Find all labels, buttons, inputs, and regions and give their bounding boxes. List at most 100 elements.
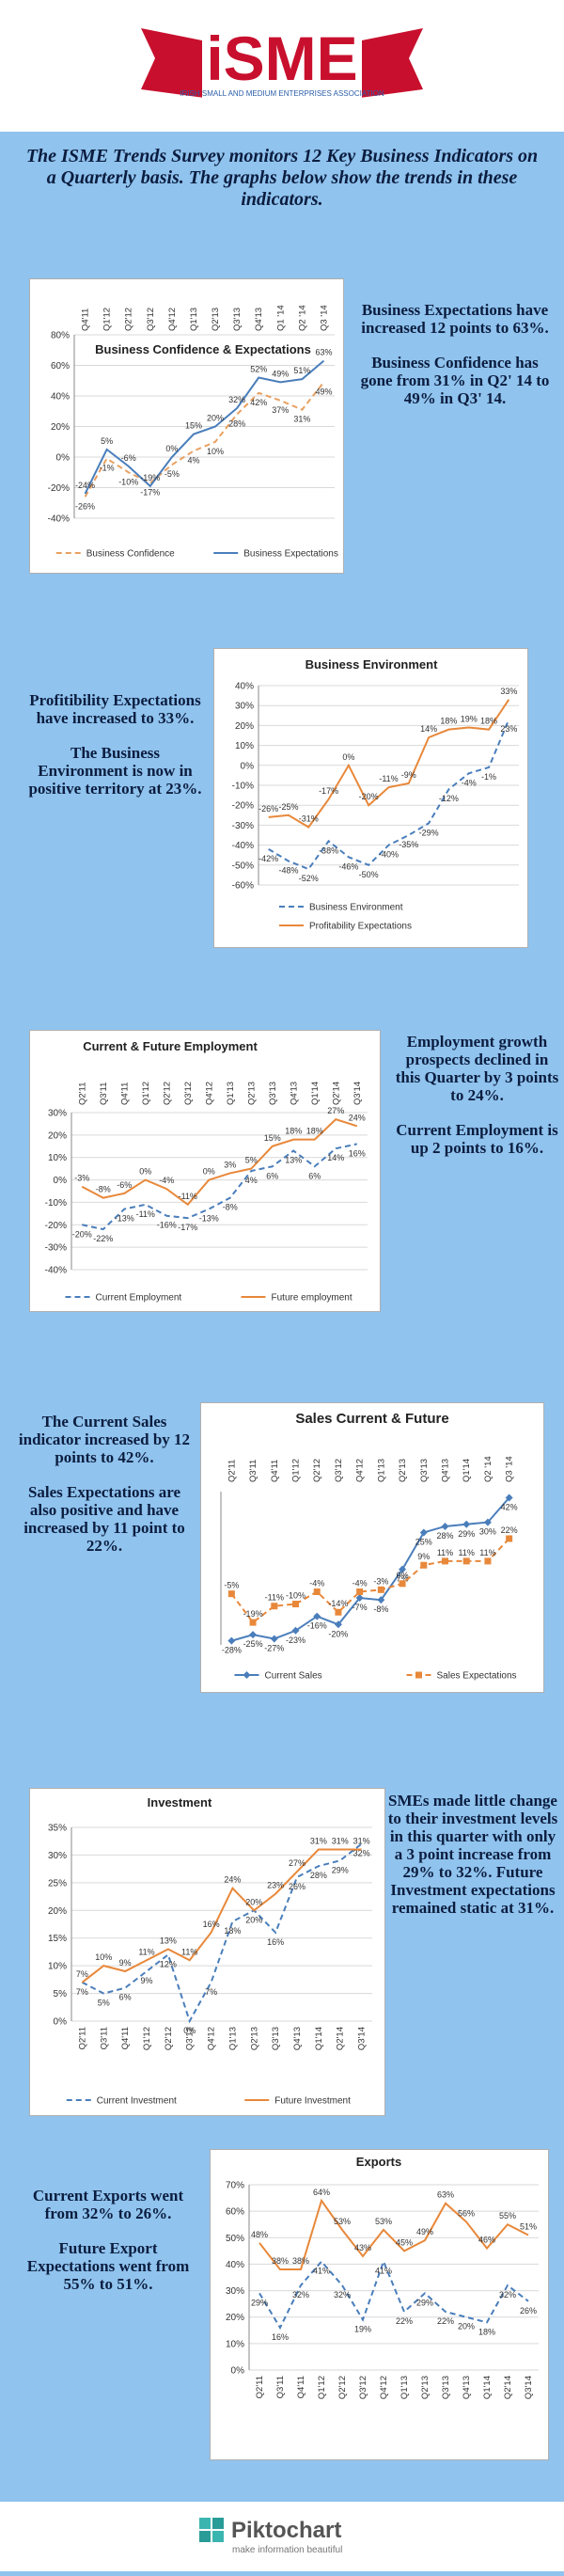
y-tick-label: -20% xyxy=(45,1221,67,1231)
data-label: -5% xyxy=(224,1581,239,1590)
series-line xyxy=(82,1143,357,1231)
data-label: 41% xyxy=(375,2267,392,2276)
series-line xyxy=(230,1538,510,1624)
legend-label: Current Sales xyxy=(265,1671,322,1682)
x-tick-label: Q1'13 xyxy=(400,2376,410,2399)
x-tick-label: Q2'12 xyxy=(124,308,134,331)
point xyxy=(335,1608,342,1616)
y-tick-label: 0% xyxy=(56,453,70,464)
data-label: 14% xyxy=(420,724,437,734)
y-tick-label: 40% xyxy=(226,2260,244,2270)
point xyxy=(313,1588,321,1595)
data-label: 32% xyxy=(228,395,245,404)
x-tick-label: Q3'14 xyxy=(357,2027,368,2050)
data-label: -8% xyxy=(96,1185,111,1194)
y-tick-label: 15% xyxy=(48,1934,67,1944)
data-label: 63% xyxy=(437,2190,454,2200)
y-tick-label: 80% xyxy=(51,331,70,341)
note-text: Business Expectations have increased 12 … xyxy=(361,301,549,337)
series-line xyxy=(231,1496,510,1642)
data-label: -3% xyxy=(74,1174,89,1183)
y-tick-label: 10% xyxy=(235,741,254,751)
y-tick-label: 40% xyxy=(235,682,254,692)
data-label: 28% xyxy=(436,1531,453,1541)
y-tick-label: 60% xyxy=(226,2207,244,2218)
data-label: -35% xyxy=(399,840,418,849)
data-label: 31% xyxy=(310,1837,327,1846)
data-label: 4% xyxy=(245,1176,258,1185)
data-label: 53% xyxy=(334,2217,351,2226)
y-tick-label: 0% xyxy=(54,2017,68,2028)
data-label: 5% xyxy=(101,436,113,446)
x-tick-label: Q4'11 xyxy=(120,2027,131,2049)
data-label: -40% xyxy=(379,850,399,860)
data-label: 26% xyxy=(289,1882,306,1891)
data-label: 7% xyxy=(76,1969,88,1979)
point xyxy=(227,1590,235,1598)
x-tick-label: Q3'11 xyxy=(275,2376,286,2398)
x-tick-label: Q3'12 xyxy=(146,308,156,331)
x-tick-label: Q4'11 xyxy=(81,308,91,331)
data-label: 11% xyxy=(181,1947,197,1956)
note: Current Exports went from 32% to 26%. Fut… xyxy=(14,2187,202,2310)
point xyxy=(291,1626,300,1635)
data-label: 0% xyxy=(165,444,178,453)
data-label: 63% xyxy=(315,348,332,357)
point xyxy=(227,1636,236,1645)
icon xyxy=(199,2531,211,2542)
data-label: 45% xyxy=(396,2237,413,2247)
x-tick-label: Q4'13 xyxy=(254,308,264,331)
x-tick-label: Q2'12 xyxy=(312,1459,322,1482)
point xyxy=(249,1631,258,1639)
data-label: 41% xyxy=(313,2267,330,2276)
x-tick-label: Q4'11 xyxy=(119,1083,130,1105)
data-label: 4% xyxy=(187,456,199,466)
point xyxy=(441,1522,449,1530)
series-line xyxy=(84,359,325,495)
data-label: 64% xyxy=(313,2188,330,2197)
note-text: Future Export Expectations went from 55%… xyxy=(26,2239,190,2293)
data-label: -11% xyxy=(379,774,398,783)
footer-tagline: make information beautiful xyxy=(232,2545,342,2555)
x-tick-label: Q1'14 xyxy=(462,1459,472,1482)
legend-label: Future Investment xyxy=(274,2096,351,2107)
point xyxy=(270,1635,278,1643)
data-label: -7% xyxy=(352,1603,368,1612)
x-tick-label: Q1'12 xyxy=(141,1082,151,1105)
data-label: 29% xyxy=(416,2298,433,2307)
data-label: 12% xyxy=(160,1959,177,1968)
point xyxy=(249,1619,257,1626)
y-tick-label: 70% xyxy=(226,2181,244,2191)
data-label: 19% xyxy=(461,715,478,724)
data-label: -10% xyxy=(118,477,138,486)
icon xyxy=(199,2518,211,2529)
data-label: 9% xyxy=(417,1552,430,1561)
data-label: 18% xyxy=(480,717,497,726)
data-label: -31% xyxy=(299,814,319,824)
data-label: 22% xyxy=(501,1525,518,1535)
y-tick-label: 0% xyxy=(231,2366,245,2377)
data-label: -17% xyxy=(319,786,338,796)
data-label: 13% xyxy=(160,1936,177,1945)
x-tick-label: Q1'14 xyxy=(310,1082,321,1105)
x-tick-label: Q3'13 xyxy=(268,1082,278,1105)
y-tick-label: 10% xyxy=(48,1153,67,1163)
note: Employment growth prospects declined in … xyxy=(395,1033,559,1174)
y-tick-label: -20% xyxy=(48,483,70,494)
x-tick-label: Q3'12 xyxy=(334,1459,344,1482)
data-label: 11% xyxy=(479,1548,495,1557)
data-label: 9% xyxy=(140,1976,152,1985)
data-label: 55% xyxy=(499,2211,516,2220)
data-label: 16% xyxy=(272,2332,289,2342)
x-tick-label: Q2 '14 xyxy=(483,1456,494,1482)
data-label: -16% xyxy=(157,1221,177,1230)
note: Business Expectations have increased 12 … xyxy=(355,301,555,424)
y-tick-label: 10% xyxy=(226,2339,244,2349)
y-tick-label: -40% xyxy=(48,514,70,525)
data-label: 20% xyxy=(458,2322,475,2331)
y-tick-label: 25% xyxy=(48,1878,67,1889)
data-label: -20% xyxy=(359,792,379,801)
data-label: 31% xyxy=(353,1837,370,1846)
x-tick-label: Q2'14 xyxy=(503,2376,513,2399)
x-tick-label: Q4'12 xyxy=(207,2027,217,2050)
